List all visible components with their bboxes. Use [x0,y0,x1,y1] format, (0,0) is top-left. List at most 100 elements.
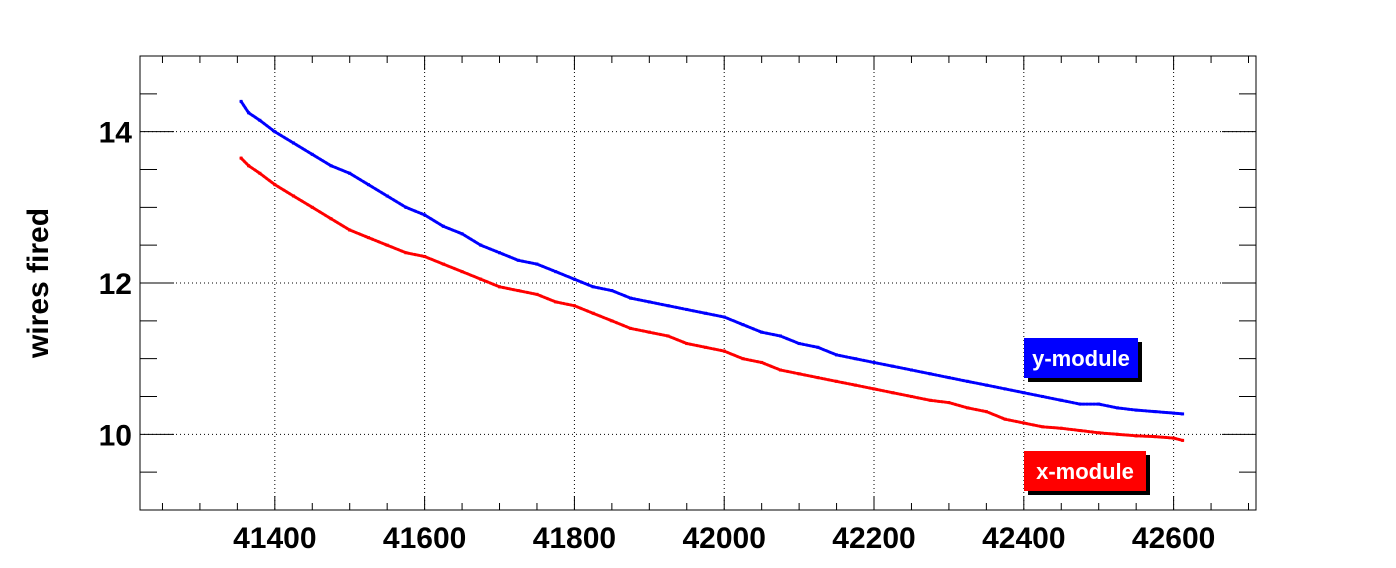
data-point [404,205,408,209]
legend-y-module-label: y-module [1032,346,1130,371]
data-point [1153,410,1157,414]
data-point [797,342,801,346]
data-point [498,285,502,289]
data-point [258,118,262,122]
axis-ticks [140,55,1256,511]
legend-y-module-box [1024,338,1138,378]
legend-x-module: x-module [1024,451,1150,495]
data-point [1172,411,1176,415]
series-x-module [239,156,1185,442]
data-point [1041,425,1045,429]
data-point [610,319,614,323]
data-point [348,171,352,175]
data-point [460,270,464,274]
data-point [816,376,820,380]
data-point [1097,431,1101,435]
data-point [479,243,483,247]
y-tick-label: 14 [99,117,133,150]
data-point [666,304,670,308]
data-point [722,349,726,353]
data-point [966,406,970,410]
data-point [292,194,296,198]
data-point [891,364,895,368]
data-point [778,368,782,372]
data-point [629,326,633,330]
data-point [247,164,251,168]
series-line-x-module [239,156,1185,442]
legend-x-module-label: x-module [1036,459,1134,484]
y-tick-label: 10 [99,419,132,452]
x-tick-label: 42000 [682,522,765,555]
data-point [647,300,651,304]
data-point [460,232,464,236]
x-tick-labels: 41400 41600 41800 42000 42200 42400 42600 [233,522,1215,555]
y-tick-labels: 10 12 14 [99,117,133,453]
data-point [1134,408,1138,412]
data-point [479,277,483,281]
data-point [1115,432,1119,436]
y-axis-title: wires fired [22,208,55,359]
data-point [909,395,913,398]
data-point [404,251,408,255]
data-point [591,285,595,289]
data-point [273,130,277,134]
legend-x-module-box [1024,451,1146,491]
data-point [516,258,520,262]
data-point [572,277,576,281]
data-point [647,330,651,334]
data-point [1153,435,1157,439]
data-point [741,323,745,327]
x-tick-label: 41800 [533,522,616,555]
data-point [591,311,595,315]
data-point [760,360,764,364]
series-y-module [239,99,1185,416]
data-point [258,171,262,175]
data-point [348,228,352,232]
data-point [1041,395,1045,398]
data-point [1134,434,1138,438]
x-tick-label: 42200 [832,522,915,555]
data-point [666,334,670,338]
y-tick-label: 12 [99,268,132,301]
data-point [273,183,277,187]
data-point [516,289,520,293]
data-point [928,398,932,402]
data-point [629,296,633,300]
data-point [703,311,707,315]
data-point [984,383,988,387]
data-point [1172,436,1176,440]
data-point [610,289,614,293]
data-point [816,345,820,349]
x-tick-label: 41600 [383,522,466,555]
data-point [247,111,251,115]
data-point [797,372,801,376]
data-point [329,217,333,221]
data-point [685,307,689,311]
data-point [310,205,314,209]
x-tick-label: 41400 [233,522,316,555]
data-point [366,183,370,187]
data-point [239,156,243,160]
data-point [872,387,876,391]
data-point [1022,421,1026,425]
data-point [423,213,427,217]
data-point [966,379,970,383]
data-point [1003,417,1007,421]
data-point [366,236,370,240]
data-point [1059,398,1063,402]
data-point [947,376,951,380]
data-point [1022,391,1026,395]
data-point [947,401,951,405]
data-point [853,383,857,387]
data-point [1097,402,1101,406]
data-point [1003,387,1007,391]
data-point [685,342,689,346]
data-point [741,357,745,361]
data-point [835,379,839,383]
data-point [891,391,895,395]
data-point [423,255,427,259]
data-point [385,194,389,198]
data-point [928,372,932,376]
data-point [239,99,243,103]
